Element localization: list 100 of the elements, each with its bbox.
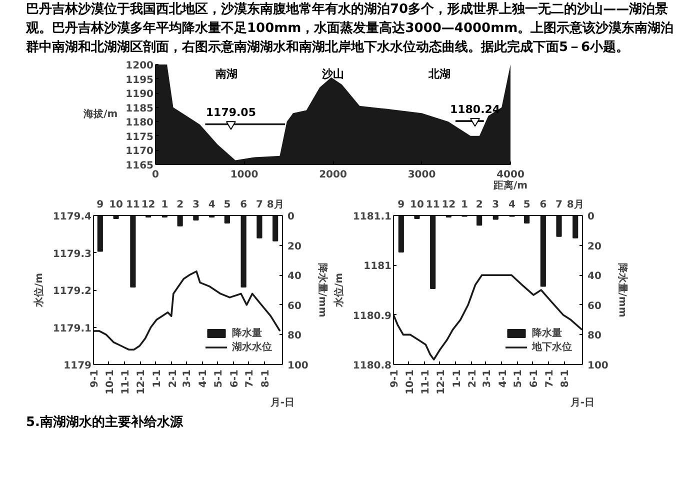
annotation: 南湖: [214, 68, 238, 80]
x2-tick-label: 1: [161, 200, 168, 210]
x-tick-label: 8-1: [260, 369, 272, 388]
y-tick-label: 1165: [126, 160, 154, 172]
x2-tick-label: 4: [508, 200, 516, 210]
x2-tick-label: 2: [176, 200, 184, 210]
x-tick-label: 12-1: [136, 369, 148, 395]
legend-label: 地下水位: [532, 340, 572, 354]
y-tick-label: 1180.8: [352, 360, 392, 372]
y2-tick-label: 60: [288, 300, 302, 312]
x-axis-title: 月-日: [569, 398, 595, 409]
x-tick-label: 9-1: [90, 369, 100, 388]
x-tick-label: 7-1: [544, 369, 556, 388]
text: 巴丹吉林沙漠位于我国西北地区，沙漠东南腹地常年有水的湖泊70多个，形成世界上独一无二的沙山——湖泊景观。巴丹吉林沙漠多年平均降水量不足100mm，水面蒸发量高达3000—4000mm。上图示意该沙漠东南湖泊群中南湖和北湖湖区剖面，右图示意南湖湖水和南湖北岸地下水水位动态曲线。据此完成下面5－6小题。: [26, 0, 675, 57]
x-tick-label: 10-1: [104, 369, 116, 395]
x2-tick-label: 12: [442, 200, 456, 210]
x-tick-label: 3-1: [182, 369, 194, 388]
x-axis-title: 月-日: [269, 398, 295, 409]
x-tick-label: 1000: [230, 170, 258, 180]
x-tick-label: 1-1: [152, 369, 163, 388]
x2-tick-label: 11: [426, 200, 440, 210]
y-tick-label: 1170: [126, 146, 154, 158]
x-tick-label: 8-1: [560, 369, 572, 388]
y-tick-label: 1175: [126, 132, 154, 143]
x-tick-label: 3000: [408, 170, 436, 180]
y2-tick-label: 80: [288, 330, 302, 342]
x2-tick-label: 9: [96, 200, 104, 210]
y-tick-label: 1181.1: [352, 212, 392, 222]
legend-label: 降水量: [232, 326, 262, 340]
x-tick-label: 2000: [319, 170, 347, 180]
y2-tick-label: 20: [588, 241, 602, 252]
x2-tick-label: 2: [476, 200, 483, 210]
x2-tick-label: 11: [126, 200, 140, 210]
y-axis-title: 水位/m: [332, 272, 345, 308]
y2-tick-label: 40: [288, 271, 302, 282]
x-tick-label: 2-1: [468, 369, 479, 388]
x-tick-label: 4000: [496, 170, 524, 180]
y-tick-label: 1179.3: [52, 248, 92, 260]
x2-tick-label: 10: [109, 200, 124, 210]
y-tick-label: 1181: [364, 261, 392, 272]
text: 5.南湖湖水的主要补给水源: [26, 414, 183, 432]
x-tick-label: 1-1: [452, 369, 463, 388]
x-tick-label: 6-1: [229, 369, 240, 388]
annotation: 1180.24: [450, 103, 500, 116]
x-tick-label: 3-1: [482, 369, 493, 388]
y-tick-label: 1179.2: [52, 286, 92, 297]
x-tick-label: 6-1: [528, 369, 540, 388]
legend-label: 湖水水位: [232, 340, 272, 354]
y-axis-title: 水位/m: [32, 272, 45, 308]
y-tick-label: 1179.4: [52, 212, 92, 222]
x-tick-label: 2-1: [168, 369, 179, 388]
x2-tick-label: 1: [461, 200, 468, 210]
y-axis-title: 海拔/m: [82, 108, 118, 120]
x2-tick-label: 4: [208, 200, 216, 210]
y-tick-label: 1185: [126, 103, 154, 114]
y2-tick-label: 40: [588, 271, 602, 282]
y2-axis-title: 降水量/mm: [616, 262, 628, 318]
y2-tick-label: 100: [288, 360, 308, 372]
x2-tick-label: 8月: [566, 200, 584, 210]
x-tick-label: 0: [152, 170, 160, 180]
x-tick-label: 11-1: [420, 369, 432, 395]
x-tick-label: 4-1: [498, 369, 509, 388]
y2-tick-label: 100: [588, 360, 608, 372]
y-tick-label: 1190: [126, 89, 154, 100]
x-axis-title: 距离/m: [492, 180, 528, 192]
y2-tick-label: 0: [588, 212, 594, 222]
y2-tick-label: 80: [588, 330, 602, 342]
x2-tick-label: 3: [492, 200, 500, 210]
x-tick-label: 9-1: [390, 369, 400, 388]
x-tick-label: 7-1: [244, 369, 256, 388]
y-tick-label: 1179.1: [52, 323, 92, 334]
annotation: 1179.05: [206, 106, 256, 120]
x2-tick-label: 8月: [266, 200, 284, 210]
legend-label: 降水量: [532, 326, 562, 340]
y-tick-label: 1200: [126, 60, 154, 72]
x-tick-label: 11-1: [120, 369, 132, 395]
y-tick-label: 1179: [64, 360, 92, 372]
y-tick-label: 1180.9: [352, 310, 392, 322]
y-tick-label: 1180: [126, 118, 154, 129]
x-tick-label: 5-1: [513, 369, 524, 388]
x2-tick-label: 6: [540, 200, 547, 210]
x-tick-label: 12-1: [436, 369, 447, 395]
y2-tick-label: 0: [288, 212, 294, 222]
x2-tick-label: 10: [410, 200, 424, 210]
x2-tick-label: 5: [224, 200, 231, 210]
x-tick-label: 4-1: [198, 369, 210, 388]
y2-tick-label: 20: [288, 241, 302, 252]
x-tick-label: 10-1: [404, 369, 416, 395]
x2-tick-label: 9: [398, 200, 405, 210]
x2-tick-label: 6: [240, 200, 248, 210]
x-tick-label: 5-1: [213, 369, 224, 388]
x2-tick-label: 5: [523, 200, 530, 210]
y-tick-label: 1195: [126, 74, 154, 86]
annotation: 沙山: [321, 68, 344, 80]
annotation: 北湖: [428, 68, 450, 80]
y2-axis-title: 降水量/mm: [316, 262, 328, 318]
x2-tick-label: 7: [256, 200, 263, 210]
x2-tick-label: 12: [141, 200, 156, 210]
x2-tick-label: 7: [556, 200, 563, 210]
x2-tick-label: 3: [192, 200, 200, 210]
